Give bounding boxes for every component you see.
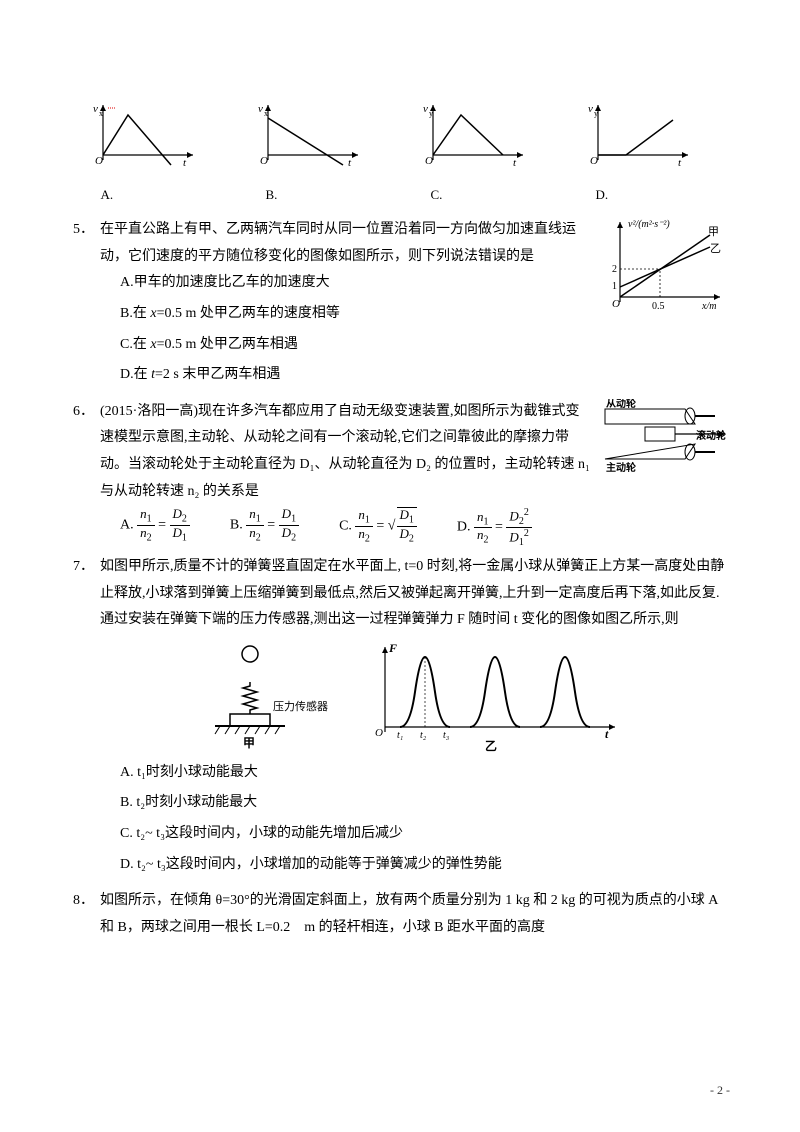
svg-text:甲: 甲	[243, 736, 255, 750]
svg-text:压力传感器: 压力传感器	[273, 700, 328, 713]
svg-text:O: O	[425, 155, 433, 167]
graph-d-label: D.	[596, 183, 718, 208]
q7-text: 如图甲所示,质量不计的弹簧竖直固定在水平面上, t=0 时刻,将一金属小球从弹簧…	[100, 554, 730, 634]
graph-option-c: v y t O C.	[413, 100, 553, 207]
svg-text:t₂: t₂	[420, 730, 427, 741]
graph-d-svg: v y t O	[578, 100, 698, 170]
svg-text:O: O	[590, 155, 598, 167]
svg-text:O: O	[375, 727, 383, 739]
graph-b-svg: v x t O	[248, 100, 368, 170]
svg-text:O: O	[612, 298, 620, 310]
q8-number: 8．	[70, 888, 94, 915]
question-8: 8． 如图所示，在倾角 θ=30°的光滑固定斜面上，放有两个质量分别为 1 kg…	[70, 888, 730, 941]
q6-options: A. n1n2 = D2D1 B. n1n2 = D1D2 C. n1n2 = …	[120, 507, 730, 548]
svg-text:O: O	[95, 155, 103, 167]
svg-text:v: v	[93, 103, 98, 115]
svg-text:x/m: x/m	[701, 301, 716, 312]
svg-text:v: v	[423, 103, 428, 115]
question-6: 6． (2015·洛阳一高)现在许多汽车都应用了自动无级变速装置,如图所示为截锥…	[70, 399, 730, 548]
q5-opt-b: B.在 x=0.5 m 处甲乙两车的速度相等	[120, 301, 590, 328]
svg-text:甲: 甲	[708, 226, 719, 238]
q6-number: 6．	[70, 399, 94, 426]
svg-text:x: x	[264, 109, 268, 118]
q5-opt-c: C.在 x=0.5 m 处甲乙两车相遇	[120, 332, 590, 359]
q7-opt-c: C. t₂~ t₃这段时间内，小球的动能先增加后减少	[120, 821, 730, 848]
q5-opt-d: D.在 t=2 s 末甲乙两车相遇	[120, 362, 590, 389]
q6-text: (2015·洛阳一高)现在许多汽车都应用了自动无级变速装置,如图所示为截锥式变速…	[100, 399, 590, 505]
q5-text: 在平直公路上有甲、乙两辆汽车同时从同一位置沿着同一方向做匀加速直线运动，它们速度…	[100, 217, 590, 270]
q7-opt-b: B. t₂时刻小球动能最大	[120, 790, 730, 817]
graph-option-d: v y t O D.	[578, 100, 718, 207]
svg-text:y: y	[594, 109, 598, 118]
graph-c-label: C.	[431, 183, 553, 208]
q7-opt-d: D. t₂~ t₃这段时间内，小球增加的动能等于弹簧减少的弹性势能	[120, 852, 730, 879]
svg-text:1: 1	[612, 281, 617, 292]
q7-fig-jia: 压力传感器 甲	[205, 642, 335, 752]
q5-opt-a: A.甲车的加速度比乙车的加速度大	[120, 270, 590, 297]
q6-opt-c: C. n1n2 = √D1D2	[339, 507, 417, 548]
svg-text:滚动轮: 滚动轮	[696, 429, 726, 442]
graph-a-svg: v x t O	[83, 100, 203, 170]
svg-text:v²/(m²·s⁻²): v²/(m²·s⁻²)	[628, 219, 670, 230]
svg-text:x: x	[99, 109, 103, 118]
svg-text:O: O	[260, 155, 268, 167]
svg-text:y: y	[429, 109, 433, 118]
q6-opt-b: B. n1n2 = D1D2	[230, 507, 299, 548]
svg-text:乙: 乙	[485, 739, 497, 752]
svg-text:v: v	[258, 103, 263, 115]
graph-c-svg: v y t O	[413, 100, 533, 170]
q8-text: 如图所示，在倾角 θ=30°的光滑固定斜面上，放有两个质量分别为 1 kg 和 …	[100, 888, 730, 941]
svg-text:t₁: t₁	[397, 730, 403, 741]
svg-text:t: t	[348, 157, 352, 169]
graph-a-label: A.	[101, 183, 223, 208]
q7-figures: 压力传感器 甲 F O t₁ t₂ t₃ t	[100, 642, 730, 752]
q7-opt-a: A. t₁时刻小球动能最大	[120, 760, 730, 787]
svg-text:F: F	[388, 642, 397, 655]
graph-option-b: v x t O B.	[248, 100, 388, 207]
q6-opt-a: A. n1n2 = D2D1	[120, 507, 190, 548]
page-footer: - 2 -	[710, 1079, 730, 1102]
svg-text:t: t	[678, 157, 682, 169]
svg-text:乙: 乙	[710, 242, 721, 255]
q7-fig-yi: F O t₁ t₂ t₃ t 乙	[365, 642, 625, 752]
svg-text:从动轮: 从动轮	[606, 399, 636, 410]
question-7: 7． 如图甲所示,质量不计的弹簧竖直固定在水平面上, t=0 时刻,将一金属小球…	[70, 554, 730, 882]
q5-number: 5．	[70, 217, 94, 244]
svg-text:t₃: t₃	[443, 730, 450, 741]
svg-text:0.5: 0.5	[652, 301, 665, 312]
svg-text:2: 2	[612, 264, 617, 275]
svg-text:t: t	[605, 727, 609, 741]
q5-graph: 甲 乙 2 1 0.5 O x/m v²/(m²·s⁻²)	[600, 217, 730, 328]
svg-text:t: t	[513, 157, 517, 169]
q4-option-graphs: v x t O A. v x t O B.	[70, 100, 730, 207]
graph-option-a: v x t O A.	[83, 100, 223, 207]
svg-text:t: t	[183, 157, 187, 169]
svg-text:v: v	[588, 103, 593, 115]
svg-text:主动轮: 主动轮	[606, 461, 636, 474]
q6-figure: 从动轮 滚动轮 主动轮	[600, 399, 730, 490]
q6-opt-d: D. n1n2 = D22D12	[457, 507, 532, 548]
q7-number: 7．	[70, 554, 94, 581]
graph-b-label: B.	[266, 183, 388, 208]
question-5: 5． 在平直公路上有甲、乙两辆汽车同时从同一位置沿着同一方向做匀加速直线运动，它…	[70, 217, 730, 393]
